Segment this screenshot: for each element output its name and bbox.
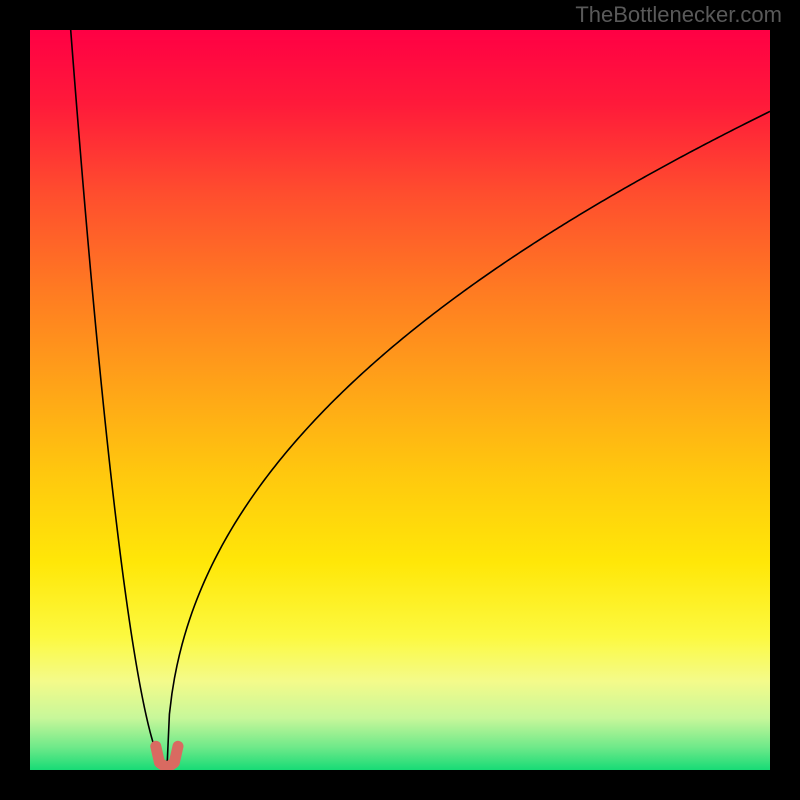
chart-container: TheBottlenecker.com [0, 0, 800, 800]
bottleneck-chart [0, 0, 800, 800]
plot-background [30, 30, 770, 770]
watermark-text: TheBottlenecker.com [575, 2, 782, 28]
